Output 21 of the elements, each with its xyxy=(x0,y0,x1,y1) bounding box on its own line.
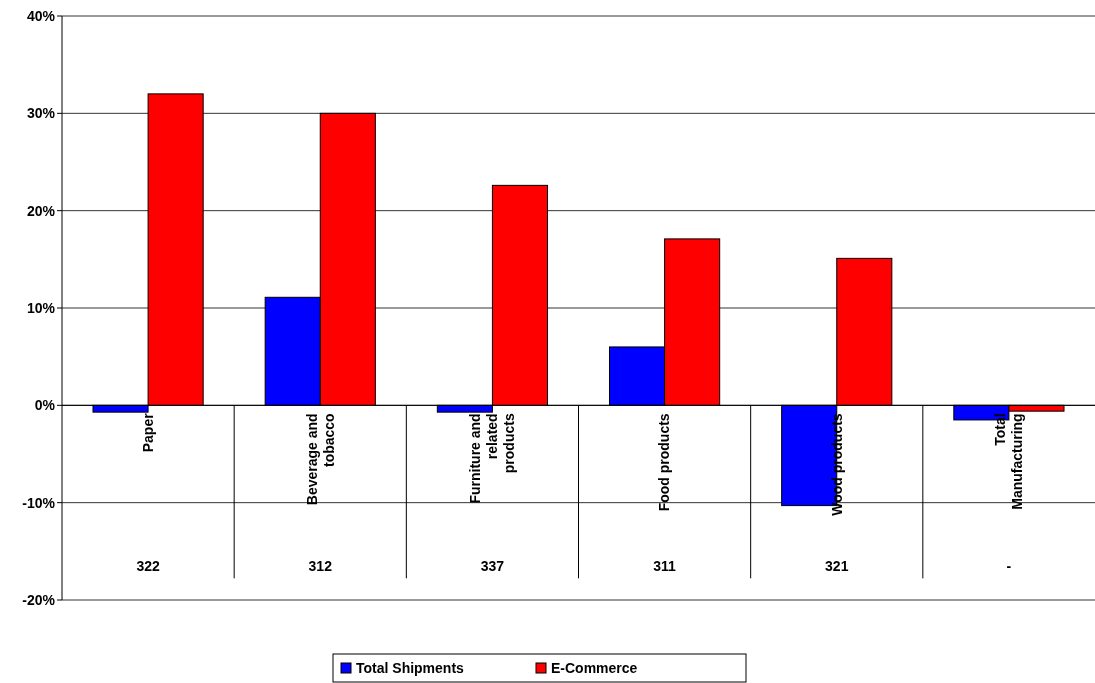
annotation: 322 xyxy=(136,558,160,575)
y-tick-label: -10% xyxy=(22,494,56,511)
legend-label: Total Shipments xyxy=(356,659,465,676)
y-tick-label: 30% xyxy=(26,105,56,122)
y-tick-label: 0% xyxy=(34,397,56,414)
x-tick-label: Wood products xyxy=(828,413,845,516)
x-tick-label: Beverage and tobacco xyxy=(303,413,337,506)
x-tick-label: Food products xyxy=(656,413,673,512)
annotation: 321 xyxy=(825,558,849,575)
x-tick-label: Paper xyxy=(139,412,156,453)
y-tick-label: 20% xyxy=(26,202,56,219)
y-tick-label: 10% xyxy=(26,299,56,316)
x-tick-label: Furniture and related products xyxy=(467,413,518,504)
y-tick-label: 40% xyxy=(26,7,56,24)
x-tick-label: Total Manufacturing xyxy=(992,413,1026,510)
legend-label: E-Commerce xyxy=(551,659,638,676)
annotation: 311 xyxy=(653,558,677,575)
annotation: 312 xyxy=(308,558,333,575)
annotation: 337 xyxy=(480,558,505,575)
y-tick-label: -20% xyxy=(22,591,56,608)
annotation: - xyxy=(1006,558,1012,575)
